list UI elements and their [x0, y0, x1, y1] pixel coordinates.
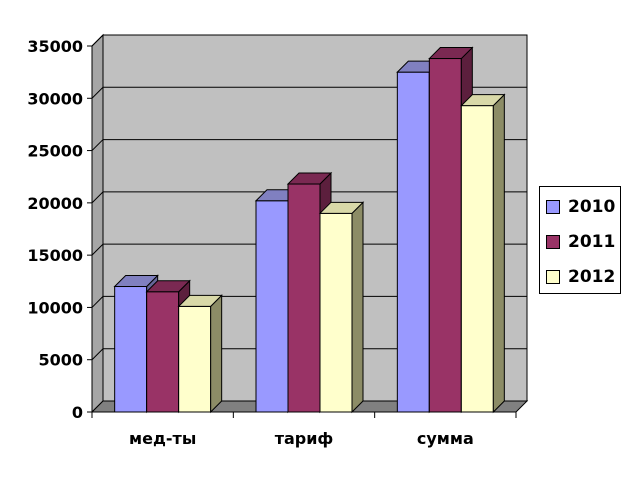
- chart-legend: 2010 2011 2012: [539, 186, 621, 294]
- bar-top-2011-2: [428, 47, 474, 60]
- legend-item-2011: 2011: [546, 232, 615, 252]
- gridline: [91, 139, 527, 151]
- y-tick-label: 20000: [27, 194, 83, 213]
- gridline: [91, 243, 527, 256]
- legend-swatch-2010: [546, 200, 560, 214]
- y-tick-label: 0: [72, 403, 83, 422]
- bar-top-2012-1: [318, 201, 365, 214]
- bar-2011-1: [287, 183, 321, 413]
- bar-2011-2: [428, 58, 462, 413]
- gridline: [91, 295, 527, 308]
- legend-item-2012: 2012: [546, 267, 615, 287]
- legend-label-2010: 2010: [568, 197, 616, 217]
- gridline: [91, 348, 527, 361]
- bar-2011-0: [146, 291, 180, 413]
- bar-top-2012-0: [177, 294, 223, 307]
- y-tick-label: 15000: [27, 246, 83, 265]
- gridline: [91, 34, 527, 47]
- bar-2012-2: [460, 105, 494, 413]
- bar-top-2012-2: [460, 94, 506, 107]
- bar-2012-1: [319, 212, 353, 413]
- side-wall: [91, 33, 104, 414]
- x-tick-label: тариф: [275, 429, 334, 448]
- gridline: [91, 86, 527, 99]
- bar-2010-0: [114, 286, 148, 413]
- bar-side-2012-0: [210, 294, 223, 414]
- legend-item-2010: 2010: [546, 197, 615, 217]
- legend-label-2012: 2012: [568, 267, 616, 287]
- y-tick-label: 35000: [27, 37, 83, 56]
- bar-2012-0: [178, 305, 212, 413]
- y-tick-label: 10000: [27, 298, 83, 317]
- bar-top-2010-0: [113, 275, 159, 288]
- x-tick-label: сумма: [417, 429, 474, 448]
- gridline: [91, 191, 527, 204]
- legend-swatch-2011: [546, 235, 560, 249]
- bar-side-2012-1: [351, 201, 364, 414]
- legend-label-2011: 2011: [568, 232, 616, 252]
- legend-swatch-2012: [546, 270, 560, 284]
- bar-top-2011-1: [286, 172, 333, 185]
- x-tick-label: мед-ты: [129, 429, 196, 448]
- y-tick-label: 5000: [38, 351, 83, 370]
- bar-2010-2: [396, 71, 430, 413]
- bar-top-2011-0: [145, 280, 191, 293]
- y-tick-label: 30000: [27, 89, 83, 108]
- y-tick-label: 25000: [27, 142, 83, 161]
- bar-2010-1: [255, 200, 289, 413]
- bar-side-2012-2: [492, 93, 505, 414]
